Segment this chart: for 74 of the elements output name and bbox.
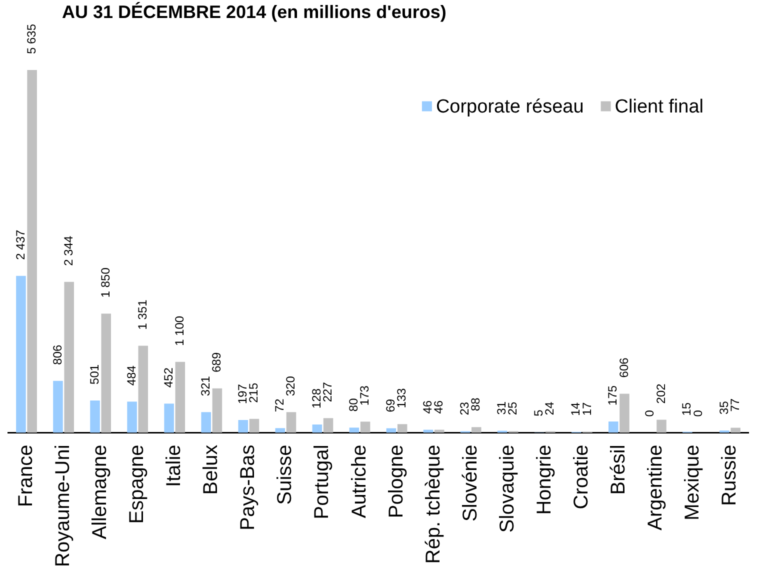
data-label: 1 351: [135, 299, 150, 330]
x-tick-label: Belux: [200, 444, 222, 495]
bar: [16, 276, 26, 433]
bar: [471, 427, 482, 433]
x-tick-label: Allemagne: [89, 444, 112, 540]
bar: [101, 314, 112, 433]
data-label: 320: [284, 376, 298, 396]
legend-label: Client final: [614, 96, 704, 118]
data-label: 1 850: [98, 267, 112, 298]
bar: [620, 394, 630, 433]
data-label: 806: [50, 344, 64, 365]
x-tick-label: Pays-Bas: [237, 444, 260, 530]
data-label: 484: [124, 365, 138, 386]
data-label: 80: [346, 398, 360, 412]
chart-title: AU 31 DÉCEMBRE 2014 (en millions d'euros): [62, 1, 446, 23]
data-label: 321: [198, 376, 212, 396]
data-label: 128: [309, 388, 324, 408]
bar: [275, 428, 286, 433]
data-label: 1 100: [172, 316, 186, 346]
x-tick-label: Rép. tchèque: [422, 444, 444, 564]
x-tick-label: Slovaquie: [496, 444, 518, 533]
data-label: 0: [642, 410, 657, 417]
bar: [249, 418, 260, 433]
x-tick-label: Brésil: [607, 444, 630, 495]
bar: [64, 282, 74, 433]
x-tick-label: Italie: [163, 444, 186, 487]
x-tick-label: Royaume-Uni: [52, 444, 74, 567]
bar: [730, 428, 740, 433]
data-label: 2 437: [13, 230, 28, 260]
x-tick-label: Espagne: [126, 444, 148, 524]
x-tick-label: Mexique: [681, 444, 704, 520]
bar: [53, 380, 63, 433]
x-tick-label: France: [15, 444, 38, 507]
bar: [138, 346, 148, 433]
x-tick-label: Hongrie: [533, 444, 556, 515]
bar: [349, 428, 360, 433]
data-label: 606: [616, 357, 631, 378]
bar: [27, 70, 37, 433]
bar: [720, 430, 730, 433]
bar: [656, 420, 666, 433]
x-tick-label: Pologne: [385, 444, 408, 518]
data-label: 175: [606, 385, 620, 406]
bar: [201, 412, 211, 433]
x-tick-label: Argentine: [644, 444, 666, 530]
data-label: 501: [87, 364, 102, 384]
data-label: 227: [320, 382, 335, 402]
data-label: 215: [246, 382, 261, 403]
x-tick-label: Suisse: [274, 444, 296, 505]
x-tick-label: Autriche: [348, 444, 370, 518]
data-label: 689: [210, 352, 224, 372]
bar: [608, 421, 618, 433]
data-label: 72: [272, 398, 286, 412]
bar: [90, 400, 100, 433]
data-label: 452: [161, 367, 176, 388]
data-label: 173: [358, 385, 372, 406]
data-label: 2 344: [61, 235, 76, 266]
data-label: 197: [235, 384, 250, 404]
bar: [397, 424, 408, 433]
bar: [286, 412, 296, 433]
bar: [360, 422, 370, 433]
data-label: 202: [654, 383, 668, 404]
x-tick-label: Croatie: [570, 444, 592, 510]
legend-label: Corporate réseau: [436, 96, 584, 118]
bar: [175, 362, 186, 433]
bar: [212, 388, 222, 433]
bar: [127, 402, 137, 433]
x-tick-label: Russie: [718, 444, 741, 506]
bar: [323, 418, 334, 433]
x-tick-label: Slovénie: [459, 444, 482, 522]
data-label: 5 635: [24, 24, 38, 54]
bar: [238, 420, 248, 433]
bar: [312, 424, 322, 433]
x-tick-label: Portugal: [311, 444, 334, 520]
bar: [164, 404, 174, 433]
